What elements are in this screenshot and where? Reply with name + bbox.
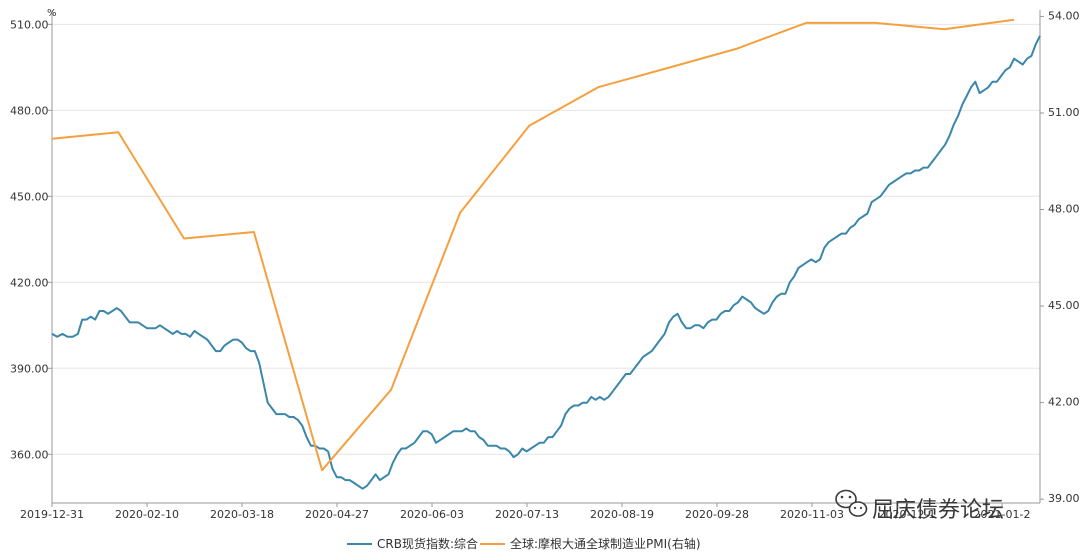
x-tick-label: 2020-11-03 xyxy=(780,508,844,521)
y-axis-right: 39.00 42.00 45.00 48.00 51.00 54.00 xyxy=(1040,9,1080,505)
y-left-tick-label: 420.00 xyxy=(10,276,49,289)
x-tick-label: 2021-01-2 xyxy=(974,508,1031,521)
y-right-tick-label: 42.00 xyxy=(1048,396,1080,409)
x-tick-label: 2020-08-19 xyxy=(590,508,654,521)
legend-label-crb: CRB现货指数:综合 xyxy=(377,536,478,551)
y-left-tick-label: 480.00 xyxy=(10,104,49,117)
y-unit-label: % xyxy=(47,8,57,19)
watermark-text: 屈庆债券论坛 xyxy=(872,498,1004,523)
y-right-tick-label: 39.00 xyxy=(1048,492,1080,505)
x-tick-label: 2020-07-13 xyxy=(495,508,559,521)
y-right-tick-label: 45.00 xyxy=(1048,299,1080,312)
y-right-tick-label: 51.00 xyxy=(1048,106,1080,119)
grid-lines xyxy=(52,23,1040,455)
y-left-tick-label: 450.00 xyxy=(10,190,49,203)
watermark: 屈庆债券论坛 xyxy=(835,489,1004,523)
y-left-tick-label: 390.00 xyxy=(10,362,49,375)
axes xyxy=(51,10,1041,504)
x-tick-label: 2020-03-18 xyxy=(210,508,274,521)
x-tick-label: 2020-02-10 xyxy=(115,508,179,521)
series-line-pmi xyxy=(51,18,1015,472)
series-lines xyxy=(51,18,1041,490)
y-axis-left: 360.00 390.00 420.00 450.00 480.00 510.00 xyxy=(10,18,52,461)
y-left-tick-label: 360.00 xyxy=(10,448,49,461)
legend-label-pmi: 全球:摩根大通全球制造业PMI(右轴) xyxy=(510,536,701,551)
x-axis: 2019-12-31 2020-02-10 2020-03-18 2020-04-27… xyxy=(20,503,1030,521)
wechat-icon xyxy=(835,489,868,517)
x-tick-label: 2020-12-1 xyxy=(879,508,936,521)
x-tick-label: 2020-06-03 xyxy=(400,508,464,521)
x-tick-label: 2019-12-31 xyxy=(20,508,84,521)
y-left-tick-label: 510.00 xyxy=(10,18,49,31)
series-line-crb xyxy=(51,35,1041,490)
legend: CRB现货指数:综合 全球:摩根大通全球制造业PMI(右轴) xyxy=(347,536,701,551)
x-tick-label: 2020-04-27 xyxy=(305,508,369,521)
y-right-tick-label: 48.00 xyxy=(1048,203,1080,216)
x-tick-label: 2020-09-28 xyxy=(685,508,749,521)
y-right-tick-label: 54.00 xyxy=(1048,9,1080,22)
